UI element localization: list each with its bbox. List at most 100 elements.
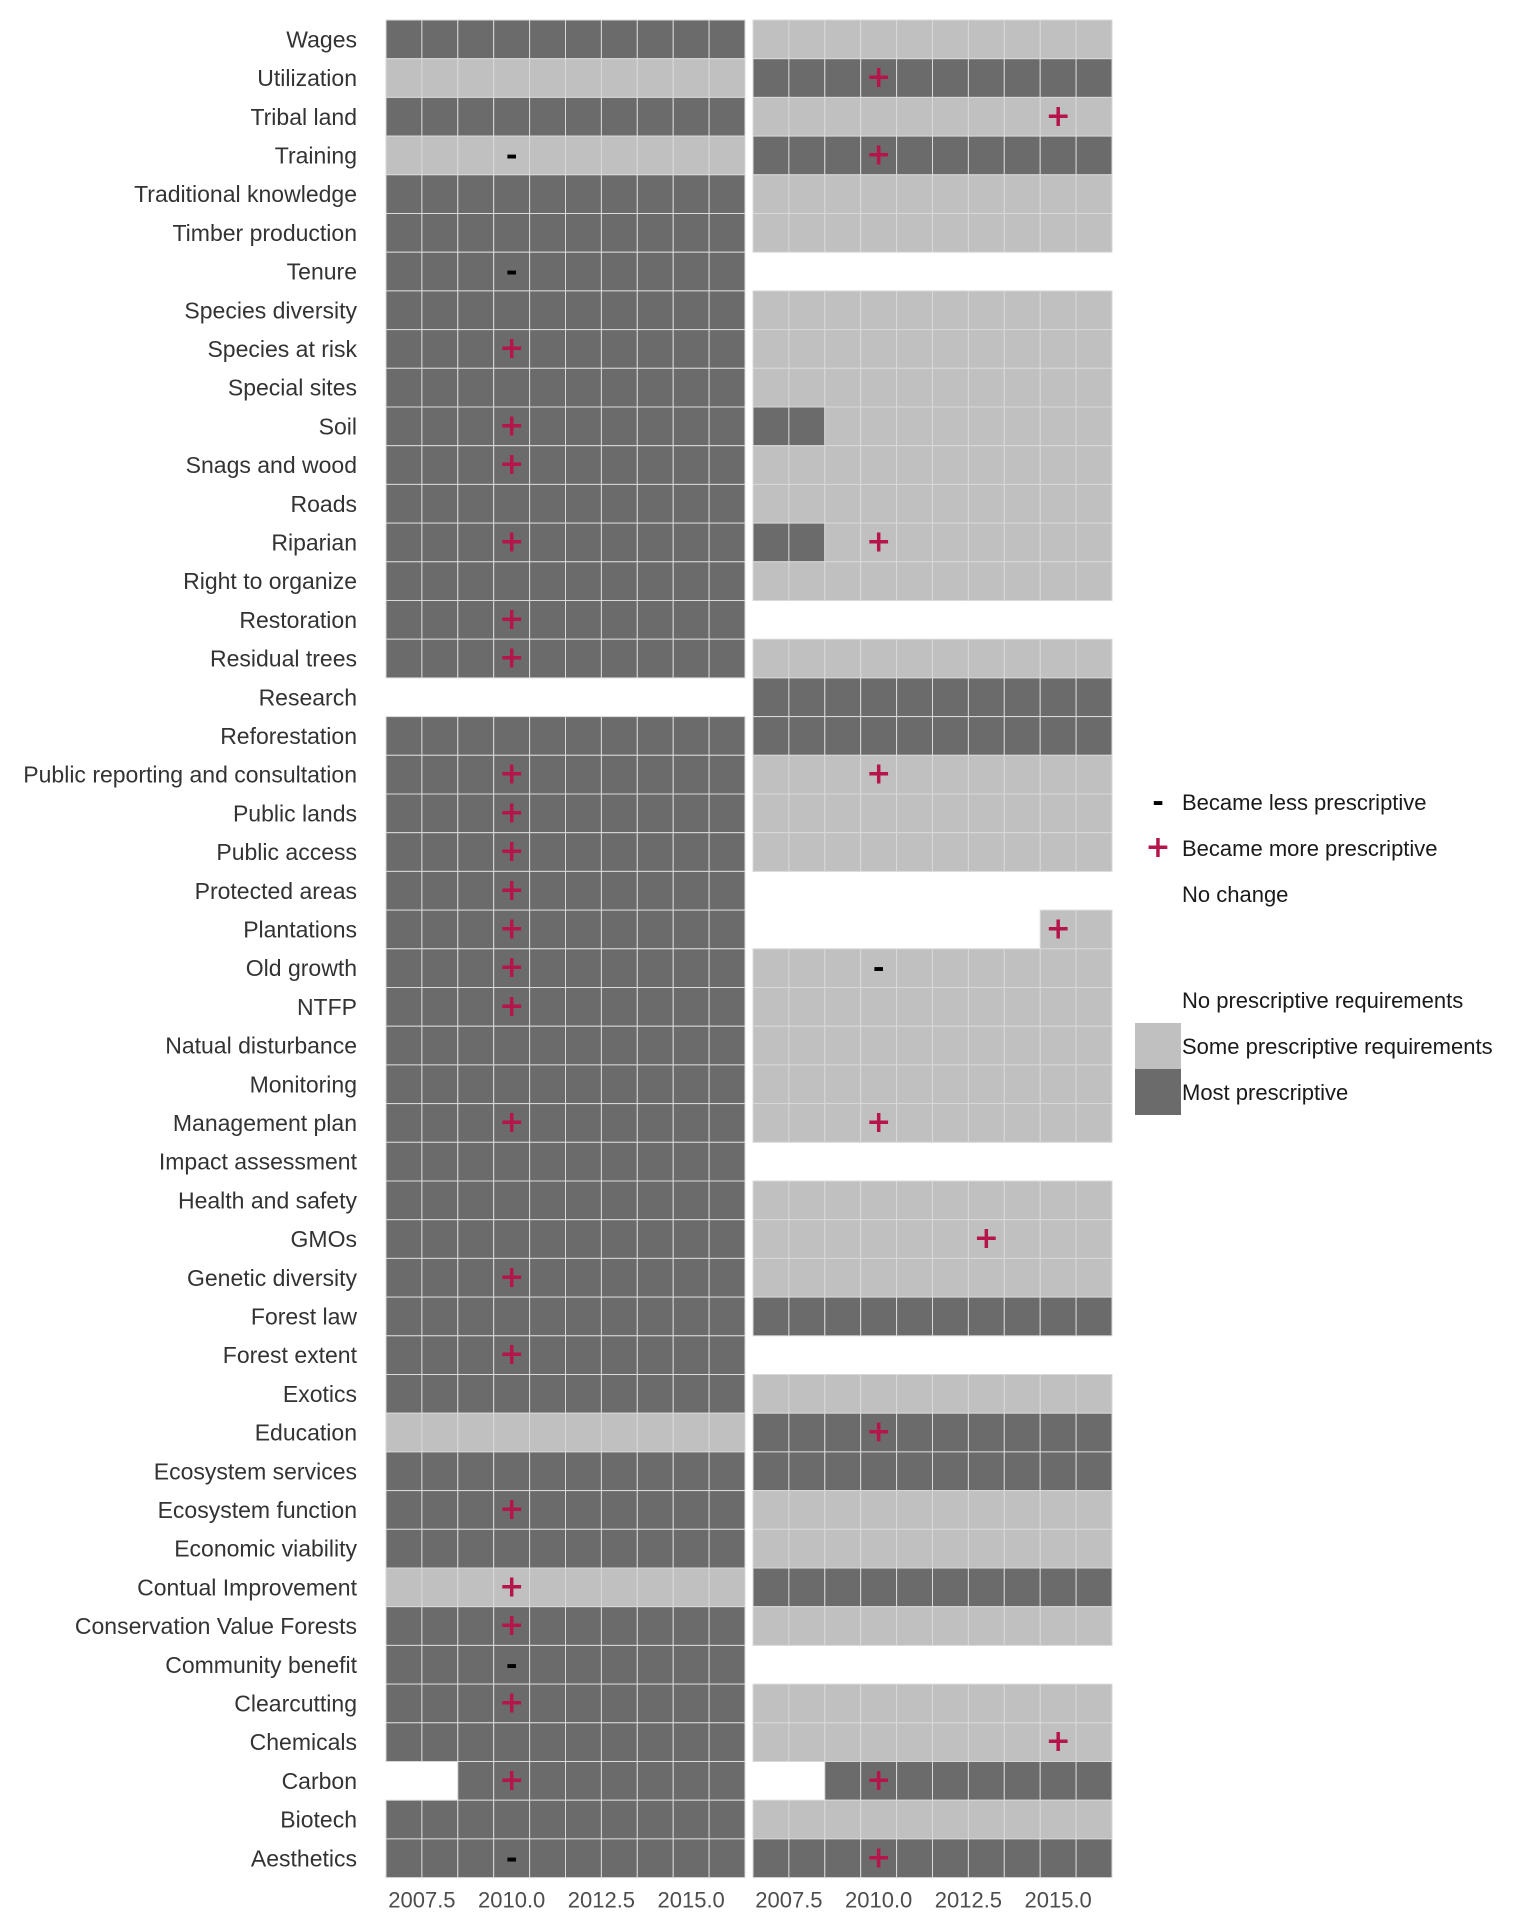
heatmap-cell xyxy=(1075,1412,1113,1453)
heatmap-cell xyxy=(860,1606,898,1646)
heatmap-cell xyxy=(967,793,1005,834)
change-mark: + xyxy=(499,1685,524,1720)
heatmap-cell xyxy=(1039,1683,1077,1724)
heatmap-cell xyxy=(1003,367,1041,408)
heatmap-cell xyxy=(457,1761,495,1801)
heatmap-cell xyxy=(708,909,746,950)
heatmap-cell xyxy=(457,1838,495,1879)
heatmap-cell xyxy=(493,1567,531,1608)
heatmap-cell xyxy=(860,213,898,253)
heatmap-cell xyxy=(932,1490,969,1530)
heatmap-cell xyxy=(1003,1490,1041,1530)
x-tick-label: 2010.0 xyxy=(845,1888,912,1913)
heatmap-cell xyxy=(708,870,746,911)
heatmap-cell xyxy=(457,445,495,485)
heatmap-cell xyxy=(752,754,790,795)
heatmap-cell xyxy=(824,1296,862,1337)
heatmap-cell xyxy=(896,329,933,369)
heatmap-cell xyxy=(896,1412,933,1453)
heatmap-cell xyxy=(385,174,423,215)
heatmap-cell xyxy=(932,290,969,331)
heatmap-cell xyxy=(708,793,746,834)
heatmap-cell xyxy=(421,600,459,640)
heatmap-cell xyxy=(896,1761,933,1801)
change-mark: + xyxy=(974,1221,999,1256)
x-tick-label: 2012.5 xyxy=(568,1888,635,1913)
heatmap-cell xyxy=(1039,483,1077,524)
heatmap-cell xyxy=(788,677,826,718)
heatmap-cell xyxy=(788,135,826,176)
heatmap-cell xyxy=(493,793,531,834)
heatmap-cell xyxy=(967,213,1005,253)
heatmap-cell xyxy=(529,329,566,369)
heatmap-cell xyxy=(1003,1528,1041,1569)
heatmap-cell xyxy=(529,1528,566,1569)
row-label: Impact assessment xyxy=(159,1149,358,1175)
heatmap-cell xyxy=(1039,1606,1077,1646)
heatmap-cell xyxy=(421,1219,459,1259)
change-mark: - xyxy=(506,1841,518,1874)
heatmap-cell xyxy=(636,329,674,369)
heatmap-cell xyxy=(752,1528,790,1569)
row-label: Natual disturbance xyxy=(165,1033,357,1059)
row-label: Aesthetics xyxy=(251,1845,357,1871)
row-label: Protected areas xyxy=(195,878,357,904)
heatmap-cell xyxy=(824,638,862,679)
heatmap-cell xyxy=(493,96,531,137)
heatmap-cell xyxy=(457,1490,495,1530)
heatmap-cell xyxy=(1003,135,1041,176)
heatmap-cell xyxy=(529,870,566,911)
heatmap-cell xyxy=(708,367,746,408)
heatmap-cell xyxy=(600,1683,638,1724)
heatmap-cell xyxy=(788,290,826,331)
heatmap-cell xyxy=(600,1567,638,1608)
change-mark: + xyxy=(1046,1724,1071,1759)
heatmap-cell xyxy=(529,832,566,872)
change-mark: + xyxy=(499,1260,524,1295)
heatmap-cell xyxy=(421,135,459,176)
heatmap-cell xyxy=(457,600,495,640)
change-mark: + xyxy=(499,1569,524,1604)
heatmap-cell xyxy=(752,1799,790,1840)
heatmap-cell xyxy=(636,1567,674,1608)
heatmap-cell xyxy=(1003,1606,1041,1646)
heatmap-cell xyxy=(565,1335,602,1376)
heatmap-cell xyxy=(672,1296,710,1337)
heatmap-cell xyxy=(1003,290,1041,331)
heatmap-cell xyxy=(1039,1412,1077,1453)
heatmap-cell xyxy=(565,1374,602,1414)
heatmap-cell xyxy=(967,1799,1005,1840)
heatmap-cell xyxy=(752,522,790,563)
heatmap-cell xyxy=(752,58,790,98)
heatmap-cell xyxy=(493,174,531,215)
heatmap-cell xyxy=(752,329,790,369)
heatmap-cell xyxy=(752,1219,790,1259)
heatmap-cell xyxy=(529,1064,566,1105)
heatmap-cell xyxy=(967,987,1005,1027)
row-label: Conservation Value Forests xyxy=(75,1613,357,1639)
heatmap-cell xyxy=(421,251,459,292)
heatmap-cell xyxy=(565,1799,602,1840)
heatmap-cell xyxy=(493,1799,531,1840)
heatmap-cell xyxy=(967,58,1005,98)
change-mark: + xyxy=(499,524,524,559)
change-mark: + xyxy=(499,757,524,792)
heatmap-cell xyxy=(529,987,566,1027)
heatmap-cell xyxy=(636,716,674,756)
heatmap-cell xyxy=(672,213,710,253)
heatmap-cell xyxy=(493,1257,531,1298)
heatmap-cell xyxy=(1003,793,1041,834)
heatmap-cell xyxy=(932,1296,969,1337)
heatmap-cell xyxy=(967,329,1005,369)
heatmap-cell xyxy=(708,1490,746,1530)
heatmap-cell xyxy=(529,1180,566,1221)
heatmap-cell xyxy=(600,948,638,988)
heatmap-cell xyxy=(672,445,710,485)
heatmap-cell xyxy=(385,793,423,834)
heatmap-cell xyxy=(788,716,826,756)
heatmap-cell xyxy=(600,909,638,950)
heatmap-cell xyxy=(600,406,638,447)
heatmap-cell xyxy=(493,483,531,524)
heatmap-cell xyxy=(385,445,423,485)
heatmap-cell xyxy=(1075,367,1113,408)
